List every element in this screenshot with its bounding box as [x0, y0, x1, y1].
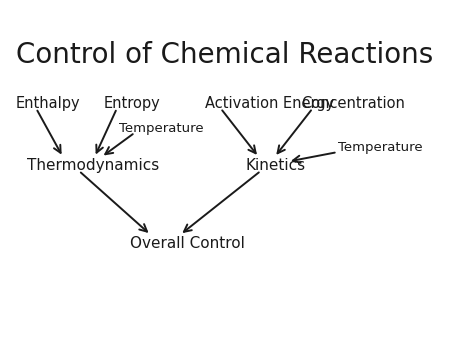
- Text: Thermodynamics: Thermodynamics: [27, 158, 159, 173]
- Text: Overall Control: Overall Control: [130, 236, 245, 251]
- Text: Concentration: Concentration: [302, 96, 405, 111]
- Text: Entropy: Entropy: [104, 96, 160, 111]
- Text: Enthalpy: Enthalpy: [16, 96, 81, 111]
- Text: Activation Energy: Activation Energy: [205, 96, 334, 111]
- Text: Temperature: Temperature: [119, 122, 204, 135]
- Text: Control of Chemical Reactions: Control of Chemical Reactions: [16, 41, 434, 69]
- Text: Kinetics: Kinetics: [245, 158, 306, 173]
- Text: Temperature: Temperature: [338, 141, 422, 153]
